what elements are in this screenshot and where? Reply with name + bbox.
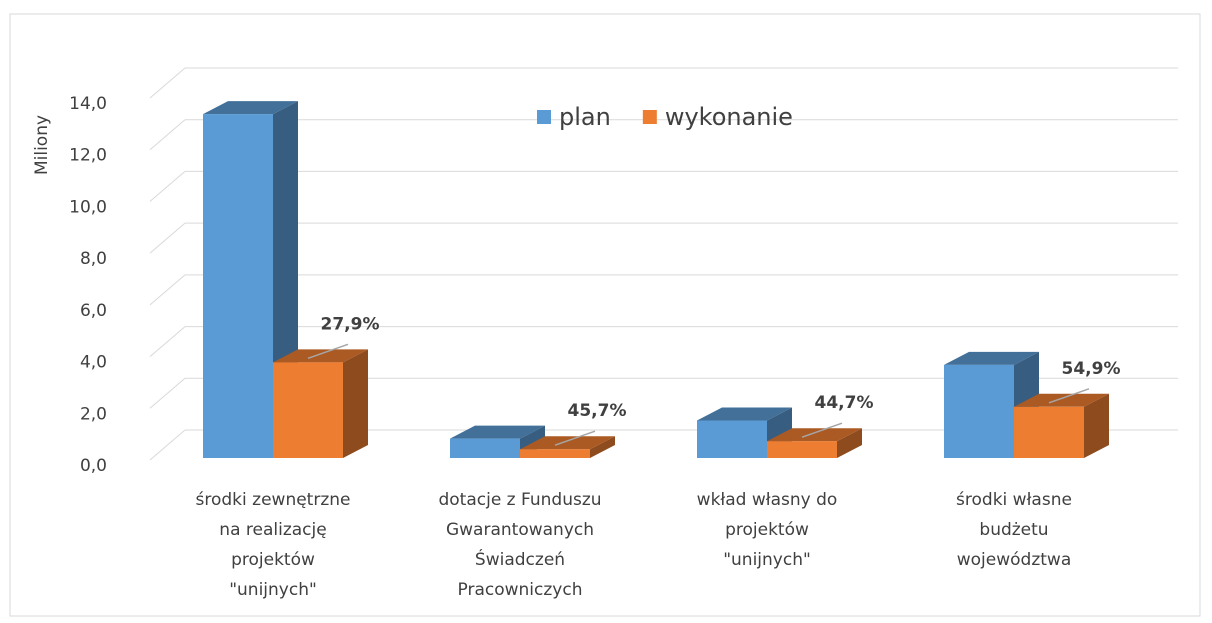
bar — [273, 362, 343, 458]
grid-line-side — [149, 326, 186, 357]
bar-side — [343, 349, 368, 458]
y-tick-label: 4,0 — [80, 353, 107, 373]
bar — [520, 449, 590, 458]
y-tick-label: 0,0 — [80, 456, 107, 476]
annotation: 45,7% — [568, 401, 627, 421]
y-tick-label: 6,0 — [80, 301, 107, 321]
x-tick-label-line: dotacje z Funduszu — [438, 490, 601, 510]
legend-label: wykonanie — [665, 103, 793, 131]
x-tick-label-line: "unijnych" — [723, 550, 811, 570]
bar — [697, 420, 767, 458]
annotation: 44,7% — [815, 393, 874, 413]
grid-line-side — [149, 222, 186, 254]
x-tick-label-line: na realizację — [219, 520, 326, 540]
annotation: 27,9% — [321, 314, 380, 334]
legend-swatch — [537, 110, 551, 124]
legend-swatch — [642, 110, 657, 124]
y-tick-label: 2,0 — [80, 404, 107, 424]
annotation-leader — [801, 422, 843, 438]
y-axis-label: Miliony — [32, 115, 52, 175]
x-tick-label-line: Gwarantowanych — [446, 520, 594, 540]
grid-line-side — [149, 67, 186, 99]
y-tick-label: 12,0 — [69, 146, 107, 166]
bar-side — [1084, 393, 1109, 458]
x-tick-label: dotacje z Funduszu Gwarantowanych Świadcze… — [438, 490, 601, 600]
grid-line-side — [149, 119, 186, 151]
bar-top — [767, 428, 862, 442]
annotation-leader — [554, 430, 596, 446]
grid-line-side — [149, 274, 186, 306]
grid-line-side — [149, 429, 186, 461]
x-tick-label-line: projektów — [231, 550, 315, 570]
bar — [1014, 406, 1084, 458]
bar-top — [944, 351, 1039, 365]
legend-label: plan — [559, 103, 611, 131]
grid-line-side — [149, 171, 186, 202]
y-tick-label: 14,0 — [69, 94, 107, 114]
x-tick-label: środki zewnętrzne na realizację projektów "… — [196, 490, 351, 600]
bar-top — [450, 425, 545, 439]
x-tick-label-line: wkład własny do — [697, 490, 838, 510]
x-tick-label-line: środki własne — [956, 490, 1072, 510]
x-tick-label: środki własne budżetu województwa — [956, 490, 1072, 570]
bar-top — [203, 101, 298, 115]
x-tick-label-line: projektów — [725, 520, 809, 540]
bar — [203, 114, 273, 458]
annotation-leader — [1048, 388, 1090, 404]
x-tick-label-line: Świadczeń — [475, 548, 565, 570]
bar — [944, 364, 1014, 458]
annotation-leader — [307, 343, 349, 360]
grid-line-side — [149, 377, 186, 409]
bar-top — [520, 436, 615, 450]
bar-top — [1014, 393, 1109, 407]
x-tick-label-line: środki zewnętrzne — [196, 490, 351, 510]
x-tick-label-line: budżetu — [979, 520, 1048, 540]
bar-top — [273, 349, 368, 363]
bar-top — [697, 407, 792, 421]
y-tick-label: 10,0 — [69, 197, 107, 217]
annotation: 54,9% — [1062, 359, 1121, 379]
bar — [767, 441, 837, 458]
y-tick-label: 8,0 — [80, 249, 107, 269]
x-tick-label-line: województwa — [957, 550, 1072, 570]
x-tick-label-line: Pracowniczych — [458, 580, 583, 600]
bar — [450, 438, 520, 458]
bar-side — [837, 428, 862, 458]
x-tick-label-line: "unijnych" — [229, 580, 317, 600]
bar-side — [590, 436, 615, 458]
x-tick-label: wkład własny do projektów "unijnych" — [697, 490, 838, 570]
